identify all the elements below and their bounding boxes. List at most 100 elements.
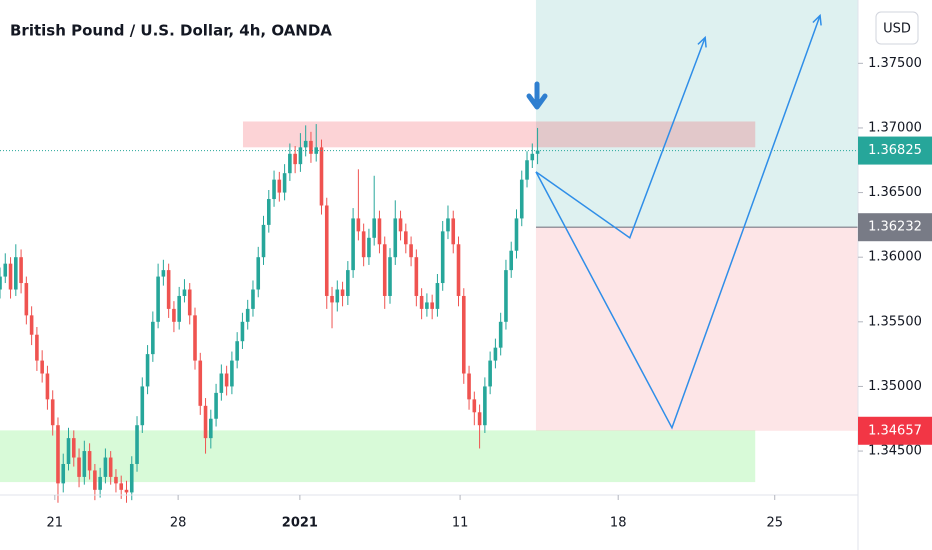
candle-body [372, 218, 376, 238]
candle-body [135, 425, 139, 464]
candle-body [430, 302, 434, 309]
candle-body [77, 457, 81, 477]
candle-body [177, 295, 181, 322]
candle-body [187, 289, 192, 316]
candle-body [456, 244, 461, 296]
forecast-arrow [535, 37, 706, 239]
candle-body [108, 457, 113, 477]
candle-body [82, 451, 87, 477]
plot-layer [0, 0, 858, 503]
candle-body [461, 295, 466, 374]
arrow-head [812, 13, 822, 26]
candle-body [382, 244, 387, 296]
candle-body [388, 257, 392, 296]
candle-body [367, 237, 371, 258]
candle-body [198, 360, 203, 406]
currency-label: USD [883, 22, 911, 37]
candle-body [266, 199, 271, 225]
candle-body [261, 224, 266, 258]
candle-body [530, 153, 535, 161]
candle-body [209, 418, 213, 439]
candle-body [140, 386, 145, 426]
candle-body [71, 438, 76, 458]
candle-body [303, 140, 308, 148]
candle-body [156, 276, 160, 322]
profit-zone [535, 0, 858, 228]
candle-body [393, 218, 398, 258]
candle-body [477, 412, 482, 426]
candle-body [172, 308, 176, 322]
candle-body [182, 289, 187, 296]
candle-body [519, 179, 524, 219]
zone [0, 430, 756, 483]
x-tick-label: 25 [766, 516, 783, 531]
candle-body [472, 399, 477, 413]
candle-body [483, 386, 487, 426]
candle-body [404, 231, 408, 245]
candle-body [151, 321, 155, 355]
candle-body [103, 457, 108, 477]
price-label-box [858, 213, 932, 242]
candle-body [87, 451, 92, 471]
candle-body [3, 263, 8, 277]
candle-body [451, 218, 456, 245]
candle-body [119, 483, 124, 490]
candle-body [14, 257, 18, 290]
x-tick-label: 2021 [282, 516, 318, 531]
candle-body [314, 147, 319, 154]
candle-body [398, 218, 403, 232]
price-label: 1.34657 [868, 423, 922, 438]
candle-body [277, 179, 282, 193]
candle-body [61, 463, 66, 484]
candle-body [272, 179, 276, 200]
candle-body [245, 308, 250, 322]
y-tick-label: 1.37500 [868, 56, 922, 71]
candle-body [230, 360, 234, 387]
candle-body [93, 470, 97, 490]
candle-body [35, 334, 39, 361]
y-tick-label: 1.37000 [868, 120, 922, 135]
candle-body [498, 321, 503, 348]
candle-body [282, 173, 287, 193]
candle-body [509, 250, 514, 271]
candle-body [361, 231, 366, 258]
candle-body [414, 257, 419, 296]
candle-body [56, 425, 60, 484]
candle-body [0, 276, 2, 290]
candle-body [440, 231, 445, 284]
candle-body [129, 463, 134, 493]
candle-body [8, 263, 13, 290]
candle-body [340, 289, 345, 296]
candle-body [298, 147, 303, 165]
candle-body [50, 399, 55, 426]
candle-body [446, 218, 450, 232]
candle-body [161, 270, 166, 277]
candle-body [319, 147, 324, 206]
candle-body [535, 150, 540, 154]
candle-body [145, 354, 150, 387]
candle-body [488, 360, 492, 387]
candle-body [19, 257, 23, 284]
candle-body [114, 476, 118, 484]
candle-body [45, 373, 50, 400]
candle-body [235, 341, 239, 361]
candle-body [166, 270, 171, 309]
price-label: 1.36232 [868, 220, 922, 235]
currency-button[interactable] [875, 11, 919, 45]
forecast-arrow [535, 15, 821, 430]
price-label-box [858, 136, 932, 165]
candle-body [219, 373, 224, 393]
candle-body [29, 315, 34, 335]
zone [242, 121, 756, 148]
x-tick-label: 18 [610, 516, 627, 531]
signal-arrow [526, 81, 548, 110]
candle-body [356, 218, 361, 232]
y-tick-label: 1.35000 [868, 379, 922, 394]
candle-body [293, 153, 297, 165]
chart-title: British Pound / U.S. Dollar, 4h, OANDA [10, 22, 332, 40]
x-tick-label: 28 [170, 516, 187, 531]
x-tick-label: 21 [47, 516, 64, 531]
candle-body [288, 153, 292, 174]
